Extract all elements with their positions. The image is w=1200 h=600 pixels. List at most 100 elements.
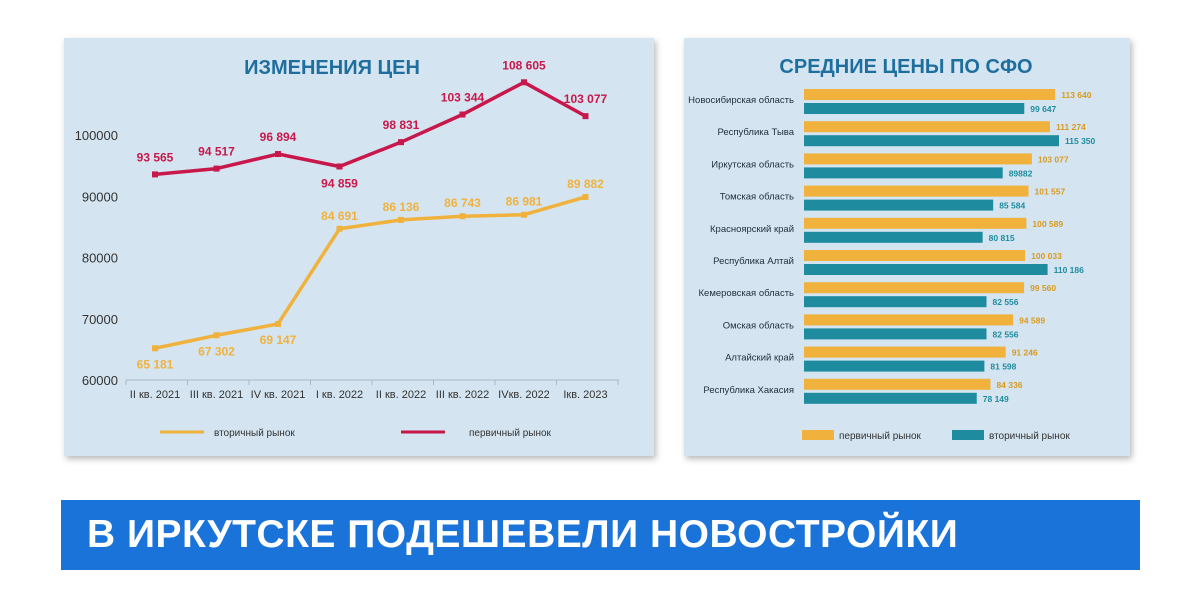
category-label: Томская область — [720, 192, 794, 203]
secondary-value-label: 89882 — [1009, 168, 1033, 178]
primary-market-bar — [804, 282, 1025, 294]
x-tick-label: III кв. 2021 — [190, 389, 243, 401]
data-label: 65 181 — [137, 357, 174, 371]
category-label: Красноярский край — [710, 224, 794, 235]
legend-label: первичный рынок — [839, 431, 922, 442]
data-point-marker — [275, 320, 281, 327]
secondary-value-label: 82 556 — [993, 329, 1019, 339]
data-label: 108 605 — [502, 58, 546, 72]
price-change-chart-panel: ИЗМЕНЕНИЯ ЦЕН 100000 90000 80000 70000 60000 I… — [64, 38, 654, 456]
data-label: 89 882 — [567, 177, 604, 191]
primary-value-label: 103 077 — [1038, 154, 1069, 164]
data-point-marker — [213, 165, 220, 172]
primary-market-bar — [804, 378, 991, 390]
secondary-value-label: 82 556 — [993, 297, 1019, 307]
category-label: Новосибирская область — [688, 95, 794, 106]
secondary-value-label: 110 186 — [1054, 265, 1085, 275]
x-tick-label: II кв. 2022 — [376, 389, 426, 401]
legend-swatch — [802, 430, 834, 440]
secondary-market-bar — [804, 264, 1048, 275]
secondary-market-bar — [804, 328, 987, 340]
x-tick-label: Iкв. 2023 — [563, 389, 607, 401]
primary-market-bar — [804, 153, 1032, 165]
secondary-value-label: 81 598 — [990, 362, 1016, 372]
secondary-market-bar — [804, 231, 983, 243]
primary-value-label: 94 589 — [1019, 315, 1045, 325]
secondary-market-bar — [804, 167, 1003, 179]
x-tick-label: III кв. 2022 — [436, 389, 489, 401]
y-tick-label: 90000 — [82, 189, 118, 204]
data-point-marker — [336, 225, 343, 232]
secondary-value-label: 85 584 — [999, 201, 1025, 211]
data-point-marker — [459, 213, 466, 220]
legend-label: первичный рынок — [469, 428, 552, 439]
data-label: 69 147 — [260, 333, 297, 347]
secondary-value-label: 80 815 — [989, 233, 1015, 243]
primary-value-label: 84 336 — [996, 380, 1022, 390]
data-label: 94 517 — [198, 145, 235, 159]
headline-text: В ИРКУТСКЕ ПОДЕШЕВЕЛИ НОВОСТРОЙКИ — [87, 513, 959, 556]
data-label: 103 344 — [441, 91, 485, 105]
category-label: Алтайский край — [725, 353, 794, 364]
y-tick-label: 100000 — [75, 128, 118, 143]
x-tick-label: IV кв. 2021 — [251, 389, 306, 401]
category-label: Омская область — [723, 320, 794, 331]
data-label: 96 894 — [260, 130, 297, 144]
data-point-marker — [213, 332, 220, 339]
data-point-marker — [582, 113, 589, 120]
y-tick-label: 80000 — [82, 251, 118, 266]
category-label: Республика Тыва — [717, 127, 794, 138]
secondary-market-bar — [804, 199, 994, 211]
price-change-line-chart: ИЗМЕНЕНИЯ ЦЕН 100000 90000 80000 70000 60000 I… — [75, 57, 619, 439]
secondary-value-label: 78 149 — [983, 394, 1009, 404]
headline-banner: В ИРКУТСКЕ ПОДЕШЕВЕЛИ НОВОСТРОЙКИ — [61, 500, 1140, 570]
data-label: 94 859 — [321, 176, 358, 190]
data-label: 93 565 — [137, 150, 174, 164]
data-point-marker — [336, 163, 343, 170]
data-point-marker — [582, 193, 589, 200]
secondary-market-bar — [804, 103, 1025, 114]
primary-market-bar — [804, 89, 1056, 100]
data-label: 86 136 — [383, 200, 420, 214]
data-label: 86 743 — [444, 196, 481, 210]
secondary-market-bar — [804, 296, 987, 308]
data-label: 86 981 — [506, 195, 543, 209]
x-tick-label: I кв. 2022 — [316, 389, 363, 401]
data-label: 67 302 — [198, 344, 235, 358]
data-point-marker — [521, 79, 527, 86]
category-label: Иркутская область — [711, 159, 794, 170]
data-label: 103 077 — [564, 92, 608, 106]
primary-market-bar — [804, 346, 1006, 358]
sfo-prices-chart-panel: СРЕДНИЕ ЦЕНЫ ПО СФО Новосибирская область… — [684, 38, 1130, 456]
legend-label: вторичный рынок — [214, 428, 295, 439]
secondary-market-bar — [804, 135, 1059, 147]
data-label: 98 831 — [383, 118, 420, 132]
primary-market-bar — [804, 185, 1029, 197]
legend-swatch — [952, 430, 984, 440]
primary-market-line — [154, 80, 587, 177]
x-tick-label: IVкв. 2022 — [498, 389, 550, 401]
secondary-value-label: 115 350 — [1065, 136, 1096, 146]
primary-value-label: 100 589 — [1032, 219, 1063, 229]
primary-value-label: 111 274 — [1056, 122, 1086, 132]
category-label: Республика Алтай — [713, 256, 794, 267]
primary-market-bar — [804, 314, 1014, 326]
data-label: 84 691 — [321, 209, 358, 223]
data-point-marker — [398, 139, 404, 146]
secondary-market-bar — [804, 392, 977, 404]
data-point-marker — [398, 216, 404, 223]
data-point-marker — [459, 111, 466, 118]
primary-value-label: 101 557 — [1035, 187, 1066, 197]
data-point-marker — [152, 171, 158, 178]
y-tick-label: 60000 — [82, 373, 118, 388]
primary-value-label: 91 246 — [1012, 348, 1038, 358]
chart-title: ИЗМЕНЕНИЯ ЦЕН — [244, 57, 420, 79]
x-tick-label: II кв. 2021 — [130, 389, 180, 401]
chart-title: СРЕДНИЕ ЦЕНЫ ПО СФО — [779, 56, 1032, 78]
sfo-prices-bar-chart: СРЕДНИЕ ЦЕНЫ ПО СФО Новосибирская область… — [688, 56, 1096, 442]
y-tick-label: 70000 — [82, 312, 118, 327]
data-point-marker — [152, 345, 158, 352]
secondary-market-bar — [804, 360, 985, 372]
primary-value-label: 113 640 — [1061, 90, 1092, 100]
category-label: Кемеровская область — [699, 288, 795, 299]
